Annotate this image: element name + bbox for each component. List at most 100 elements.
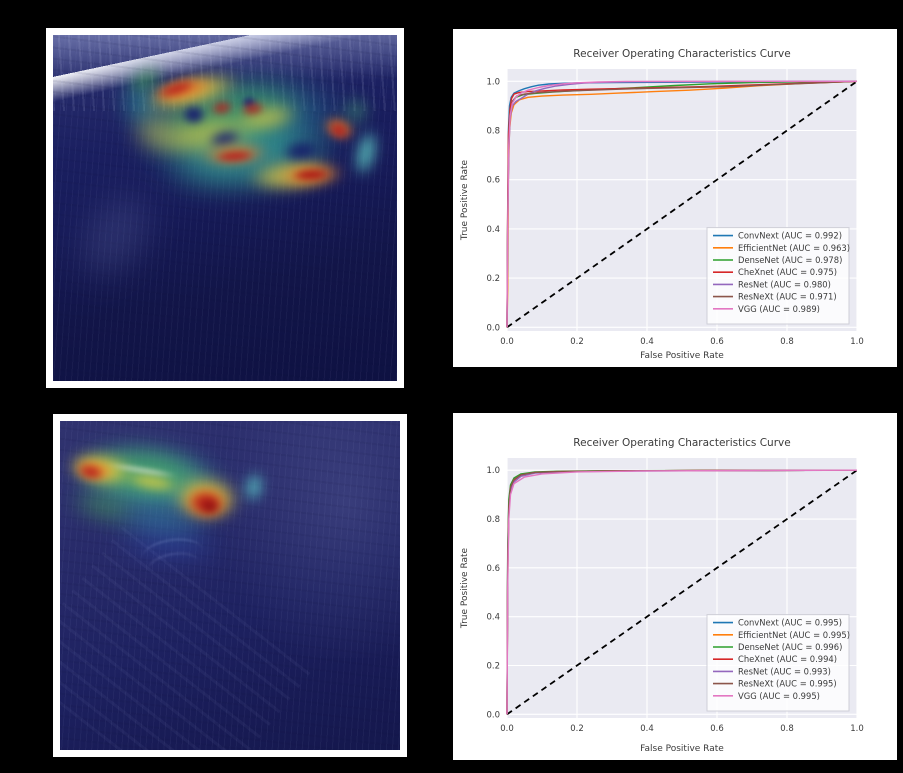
heat-blob [103, 43, 347, 193]
heat-blob [236, 463, 271, 511]
heat-blob [60, 475, 159, 539]
y-tick-label: 0.0 [486, 710, 500, 720]
roc-curve-vgg [506, 469, 858, 715]
heat-blob [53, 143, 201, 328]
y-axis-label: True Positive Rate [460, 547, 470, 629]
heat-blob [204, 96, 239, 119]
chart-title: Receiver Operating Characteristics Curve [573, 437, 790, 449]
heat-blob [283, 165, 339, 186]
heat-blob [230, 148, 351, 202]
ultrasound-speckle-texture [53, 35, 397, 381]
heat-blob [89, 520, 249, 572]
heat-blob [205, 146, 266, 166]
legend: ConvNext (AUC = 0.995) EfficientNet (AUC … [706, 614, 850, 712]
ultrasound-arc-artifact [139, 535, 205, 574]
legend-label: ResNeXt (AUC = 0.995) [738, 679, 837, 689]
heat-blob [70, 458, 111, 486]
heat-blob [83, 35, 397, 226]
y-tick-label: 0.8 [486, 127, 500, 137]
y-tick-label: 0.2 [486, 662, 500, 672]
y-tick-label: 0.8 [486, 515, 500, 525]
x-tick-label: 0.8 [780, 337, 794, 347]
x-tick-label: 0.6 [710, 724, 724, 734]
ultrasound-tissue-band [53, 35, 397, 80]
y-tick-label: 0.6 [486, 564, 500, 574]
y-tick-label: 1.0 [486, 77, 500, 87]
heat-blob [125, 99, 283, 172]
heat-blob [338, 93, 373, 129]
legend-label: CheXnet (AUC = 0.994) [738, 654, 837, 664]
x-tick-label: 1.0 [850, 337, 864, 347]
heat-blob [219, 93, 314, 143]
heat-blob [263, 156, 359, 194]
ultrasound-gradcam-image-top [53, 35, 397, 381]
heat-blob [102, 59, 183, 149]
y-tick-label: 0.4 [486, 613, 500, 623]
legend-label: ResNeXt (AUC = 0.971) [738, 292, 837, 302]
heat-blob [121, 104, 191, 160]
x-tick-label: 0.0 [500, 337, 514, 347]
x-axis-label: False Positive Rate [640, 744, 724, 754]
ultrasound-streaks [53, 35, 397, 112]
legend-label: VGG (AUC = 0.995) [738, 691, 820, 701]
legend-label: ResNet (AUC = 0.993) [738, 666, 831, 676]
chart-title: Receiver Operating Characteristics Curve [573, 48, 790, 60]
ultrasound-light-region [223, 421, 400, 658]
roc-curve-vgg [506, 80, 858, 328]
heat-blob [198, 121, 252, 156]
y-tick-label: 0.6 [486, 176, 500, 186]
legend-label: ConvNext (AUC = 0.995) [738, 618, 842, 628]
ultrasound-speckle-texture [60, 421, 400, 750]
gradcam-panel-top [46, 28, 404, 388]
heat-blob [312, 107, 365, 150]
x-tick-label: 0.4 [640, 337, 654, 347]
roc-chart-bottom: 0.0 0.2 0.4 0.6 0.8 1.0 0.0 0.2 0.4 0.6 0.8 1.0 Conv… [460, 437, 864, 754]
heat-blob [60, 422, 245, 525]
heat-blob [118, 55, 263, 129]
heat-blob [63, 452, 125, 489]
heat-blob [158, 465, 255, 532]
gradcam-panel-bottom [53, 414, 407, 757]
heat-blob [112, 464, 191, 500]
ultrasound-gradcam-image-bottom [60, 421, 400, 750]
legend-label: EfficientNet (AUC = 0.995) [738, 630, 850, 640]
y-tick-label: 1.0 [486, 466, 500, 476]
heat-blob [88, 495, 236, 551]
x-tick-label: 0.4 [640, 724, 654, 734]
legend-label: EfficientNet (AUC = 0.963) [738, 243, 850, 253]
legend-label: DenseNet (AUC = 0.978) [738, 255, 842, 265]
heat-blob [176, 100, 212, 129]
heat-blob [60, 421, 263, 543]
heat-blob [90, 458, 193, 483]
roc-chart-panel-bottom: 0.0 0.2 0.4 0.6 0.8 1.0 0.0 0.2 0.4 0.6 0.8 1.0 Conv… [453, 413, 897, 760]
legend-label: CheXnet (AUC = 0.975) [738, 267, 837, 277]
heat-blob [181, 485, 232, 522]
x-tick-label: 0.2 [570, 337, 584, 347]
heat-blob [234, 98, 271, 121]
legend-label: DenseNet (AUC = 0.996) [738, 642, 842, 652]
chance-diagonal-line [506, 469, 858, 716]
legend: ConvNext (AUC = 0.992) EfficientNet (AUC … [706, 227, 850, 325]
x-tick-label: 1.0 [850, 724, 864, 734]
y-tick-label: 0.2 [486, 274, 500, 284]
x-tick-label: 0.0 [500, 724, 514, 734]
heat-blob [114, 54, 178, 106]
x-axis-label: False Positive Rate [640, 351, 724, 361]
chance-diagonal-line [506, 80, 858, 329]
heat-blob [146, 71, 208, 106]
heat-blob [273, 133, 329, 169]
heat-blob [136, 66, 231, 115]
heat-blob [238, 93, 260, 112]
ultrasound-arc-artifact [146, 548, 202, 584]
legend-label: VGG (AUC = 0.989) [738, 304, 820, 314]
ultrasound-ridge-texture [60, 524, 312, 750]
y-tick-label: 0.0 [486, 323, 500, 333]
y-tick-label: 0.4 [486, 225, 500, 235]
legend-label: ConvNext (AUC = 0.992) [738, 231, 842, 241]
heat-blob [172, 478, 240, 526]
roc-chart-panel-top: 0.0 0.2 0.4 0.6 0.8 1.0 0.0 0.2 0.4 0.6 0.8 1.0 Conv… [453, 29, 897, 367]
heat-blob [119, 94, 379, 225]
heat-blob [342, 115, 390, 190]
x-tick-label: 0.6 [710, 337, 724, 347]
